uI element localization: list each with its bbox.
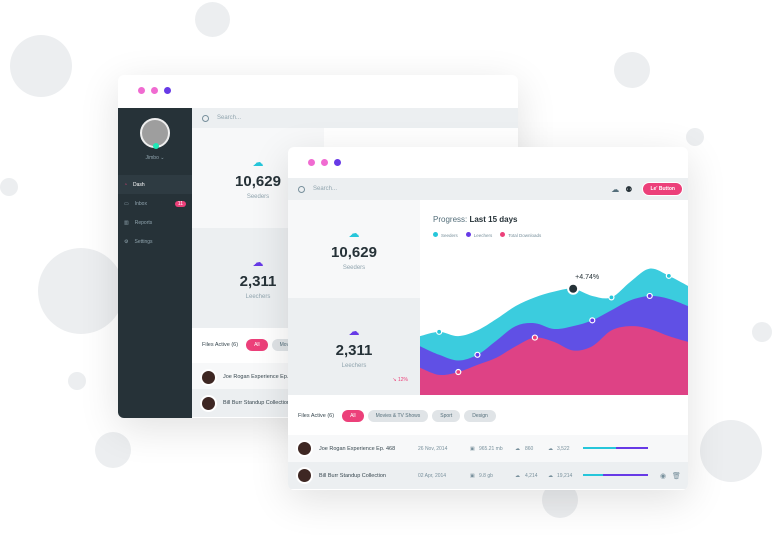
sidebar-item-settings[interactable]: ⚙ Settings	[124, 238, 153, 245]
dashboard-icon: ◔	[124, 181, 128, 188]
filter-all[interactable]: All	[342, 410, 364, 422]
cloud-upload-icon: ☁	[252, 157, 264, 169]
cloud-icon[interactable]: ☁	[611, 184, 620, 194]
sidebar: Jimbo ⌄ ◔ Dash ▭ Inbox 11 ▥ Reports ⚙ Setting…	[118, 108, 192, 418]
inbox-badge: 11	[174, 200, 186, 207]
avatar[interactable]	[140, 118, 170, 149]
change-badge: ↘ 12%	[392, 377, 408, 383]
data-point[interactable]	[455, 368, 462, 376]
notification-icon[interactable]: ⚉	[625, 184, 633, 194]
area-chart: +4.74%	[420, 268, 688, 395]
bubble	[686, 128, 704, 146]
chart-icon: ▥	[124, 219, 129, 226]
filter-movies-tv[interactable]: Movies & TV Shows	[367, 410, 429, 422]
gear-icon: ⚙	[124, 238, 129, 245]
cloud-download-icon: ☁	[252, 257, 264, 269]
search-icon	[298, 185, 305, 193]
cloud-download-icon: ☁	[515, 445, 520, 452]
avatar	[296, 440, 313, 457]
bubble	[614, 52, 650, 88]
area-total-downloads	[420, 326, 688, 395]
file-row[interactable]: Joe Rogan Experience Ep. 468 26 Nov, 201…	[288, 435, 688, 462]
data-point[interactable]	[665, 272, 672, 279]
file-size-icon: ▣	[470, 445, 475, 452]
legend-item[interactable]: Total Downloads	[500, 232, 541, 238]
data-point[interactable]	[646, 292, 653, 300]
eye-icon[interactable]: ◉	[660, 472, 667, 480]
highlight-point[interactable]	[567, 282, 580, 295]
file-row[interactable]: Bill Burr Standup Collection 02 Apr, 201…	[288, 462, 688, 489]
window-controls	[308, 159, 341, 166]
bubble	[0, 178, 18, 196]
bubble	[10, 35, 72, 97]
leechers-stat: ☁ 2,311 Leechers ↘ 12%	[288, 298, 420, 395]
filter-design[interactable]: Design	[464, 410, 496, 422]
seeders-stat: ☁ 10,629 Seeders	[288, 200, 420, 298]
progress-bar	[583, 474, 648, 476]
search-input[interactable]: Search...	[192, 108, 518, 128]
bubble	[68, 372, 86, 390]
search-icon	[202, 114, 209, 122]
cloud-upload-icon: ☁	[548, 445, 553, 452]
data-point[interactable]	[589, 317, 596, 324]
cloud-download-icon: ☁	[348, 325, 360, 338]
sidebar-item-dash[interactable]: ◔ Dash	[118, 175, 192, 194]
filter-sport[interactable]: Sport	[432, 410, 461, 422]
bubble	[38, 248, 124, 334]
bubble	[752, 322, 772, 342]
trash-icon[interactable]: 🗑	[672, 472, 681, 480]
files-header: Files Active (6) All Movies & TV Shows Spo…	[298, 410, 500, 422]
cloud-download-icon: ☁	[515, 472, 520, 479]
avatar	[200, 368, 217, 386]
front-window: Search... ☁ ⚉ Le' Button ☁ 10,629 Seeders …	[288, 147, 688, 490]
data-point[interactable]	[436, 328, 443, 335]
file-size-icon: ▣	[470, 472, 475, 479]
bubble	[700, 420, 762, 482]
data-point[interactable]	[608, 294, 615, 301]
sidebar-item-reports[interactable]: ▥ Reports	[124, 219, 153, 226]
user-menu[interactable]: Jimbo ⌄	[145, 155, 165, 161]
chart-title: Progress: Last 15 days	[433, 215, 518, 224]
bubble	[95, 432, 131, 468]
avatar	[200, 394, 217, 412]
bubble	[195, 2, 230, 37]
sidebar-item-inbox[interactable]: ▭ Inbox 11	[118, 194, 192, 213]
data-point[interactable]	[474, 351, 481, 358]
search-input[interactable]: Search... ☁ ⚉ Le' Button	[288, 178, 688, 200]
filter-all[interactable]: All	[246, 339, 268, 351]
tooltip-label: +4.74%	[575, 274, 599, 281]
avatar	[296, 467, 313, 484]
le-button[interactable]: Le' Button	[642, 182, 683, 196]
progress-bar	[583, 447, 648, 449]
chart-legend: Seeders Leechers Total Downloads	[433, 232, 541, 238]
legend-item[interactable]: Seeders	[433, 232, 458, 238]
cloud-upload-icon: ☁	[548, 472, 553, 479]
inbox-icon: ▭	[124, 200, 129, 207]
legend-item[interactable]: Leechers	[465, 232, 492, 238]
cloud-upload-icon: ☁	[348, 228, 360, 240]
window-controls	[138, 87, 171, 94]
data-point[interactable]	[531, 334, 538, 341]
